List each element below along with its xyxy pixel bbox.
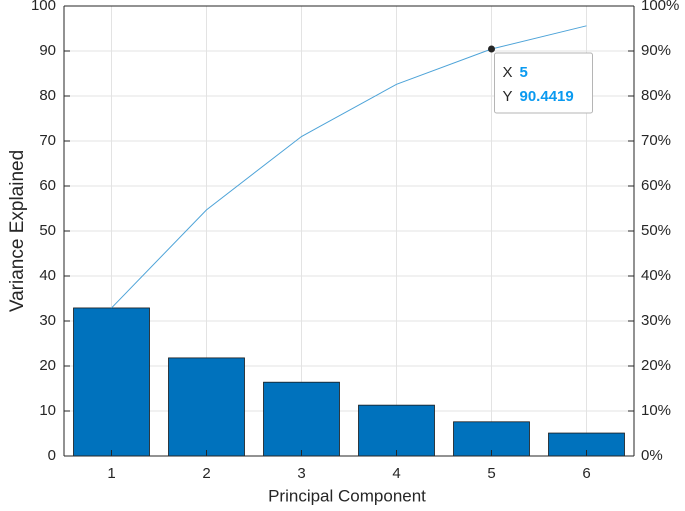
y2-tick-label: 80% — [641, 87, 671, 104]
x-tick-label: 2 — [202, 465, 210, 482]
datatip-box — [494, 52, 593, 114]
y-tick-label: 30 — [39, 312, 56, 329]
y-tick-label: 10 — [39, 402, 56, 419]
bar — [263, 381, 340, 457]
x-tick-label: 6 — [582, 465, 590, 482]
x-tick-label: 3 — [297, 465, 305, 482]
datatip-y-name: Y — [503, 88, 513, 105]
x-tick-label: 1 — [107, 465, 115, 482]
y-tick-label: 50 — [39, 222, 56, 239]
cumulative-line — [111, 25, 587, 309]
bar — [358, 404, 435, 457]
y2-tick-label: 90% — [641, 42, 671, 59]
y-tick-label: 80 — [39, 87, 56, 104]
datatip-y-value: 90.4419 — [520, 88, 574, 105]
datatip-x-name: X — [503, 64, 513, 81]
y2-tick-label: 100% — [641, 0, 679, 14]
y-axis-label: Variance Explained — [7, 150, 28, 312]
y2-tick-label: 0% — [641, 447, 663, 464]
x-tick-label: 4 — [392, 465, 400, 482]
y-tick-label: 20 — [39, 357, 56, 374]
bar — [73, 307, 150, 457]
y-tick-label: 90 — [39, 42, 56, 59]
y2-tick-label: 60% — [641, 177, 671, 194]
y-tick-label: 0 — [48, 447, 56, 464]
datatip-marker — [488, 45, 495, 53]
y-tick-label: 60 — [39, 177, 56, 194]
y2-tick-label: 30% — [641, 312, 671, 329]
x-tick-label: 5 — [487, 465, 495, 482]
y-tick-label: 100 — [31, 0, 56, 14]
y2-tick-label: 20% — [641, 357, 671, 374]
x-axis-label: Principal Component — [268, 486, 426, 505]
y-tick-label: 40 — [39, 267, 56, 284]
y-tick-label: 70 — [39, 132, 56, 149]
y2-tick-label: 50% — [641, 222, 671, 239]
y2-tick-label: 40% — [641, 267, 671, 284]
y2-tick-label: 10% — [641, 402, 671, 419]
bar — [168, 357, 245, 457]
datatip-x-value: 5 — [520, 64, 528, 81]
y2-tick-label: 70% — [641, 132, 671, 149]
